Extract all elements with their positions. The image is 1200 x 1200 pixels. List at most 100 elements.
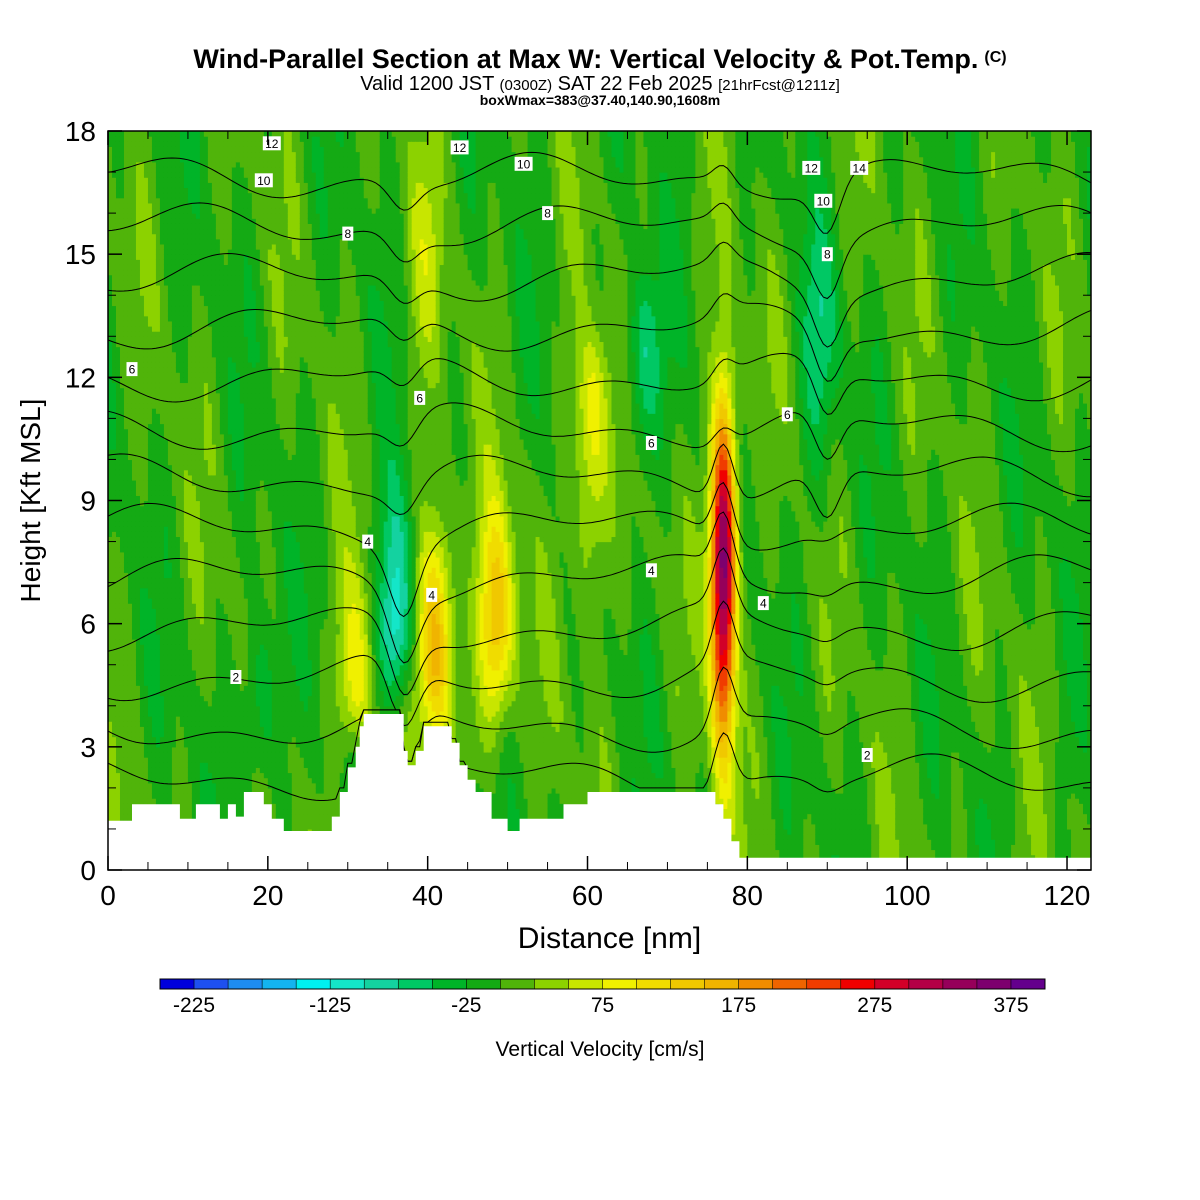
- field-cell: [112, 187, 117, 193]
- field-cell: [184, 593, 189, 599]
- field-cell: [164, 613, 169, 619]
- field-cell: [228, 229, 233, 235]
- field-cell: [188, 788, 193, 794]
- field-cell: [132, 341, 137, 347]
- field-cell: [180, 675, 185, 681]
- field-cell: [236, 295, 241, 301]
- field-cell: [180, 152, 185, 158]
- field-cell: [180, 557, 185, 563]
- field-cell: [224, 393, 229, 399]
- field-cell: [156, 146, 161, 152]
- field-cell: [152, 660, 157, 666]
- field-cell: [208, 696, 213, 702]
- field-cell: [196, 454, 201, 460]
- field-cell: [184, 172, 189, 178]
- field-cell: [128, 187, 133, 193]
- field-cell: [244, 424, 249, 430]
- field-cell: [112, 572, 117, 578]
- field-cell: [128, 757, 133, 763]
- field-cell: [172, 424, 177, 430]
- field-cell: [192, 598, 197, 604]
- field-cell: [128, 305, 133, 311]
- field-cell: [196, 362, 201, 368]
- field-cell: [116, 593, 121, 599]
- field-cell: [228, 398, 233, 404]
- field-cell: [160, 388, 165, 394]
- field-cell: [188, 316, 193, 322]
- field-cell: [156, 531, 161, 537]
- field-cell: [208, 706, 213, 712]
- field-cell: [116, 629, 121, 635]
- field-cell: [196, 377, 201, 383]
- field-cell: [160, 665, 165, 671]
- field-cell: [208, 434, 213, 440]
- field-cell: [156, 141, 161, 147]
- field-cell: [220, 521, 225, 527]
- field-cell: [120, 280, 125, 286]
- field-cell: [228, 326, 233, 332]
- field-cell: [168, 187, 173, 193]
- field-cell: [164, 798, 169, 804]
- field-cell: [228, 562, 233, 568]
- field-cell: [116, 470, 121, 476]
- field-cell: [140, 772, 145, 778]
- field-cell: [188, 470, 193, 476]
- field-cell: [200, 259, 205, 265]
- field-cell: [128, 762, 133, 768]
- field-cell: [244, 480, 249, 486]
- field-cell: [188, 654, 193, 660]
- field-cell: [220, 434, 225, 440]
- field-cell: [244, 501, 249, 507]
- field-cell: [228, 788, 233, 794]
- field-cell: [176, 726, 181, 732]
- field-cell: [128, 254, 133, 260]
- field-cell: [220, 459, 225, 465]
- field-cell: [228, 654, 233, 660]
- field-cell: [140, 223, 145, 229]
- field-cell: [208, 572, 213, 578]
- field-cell: [232, 398, 237, 404]
- field-cell: [196, 716, 201, 722]
- field-cell: [168, 223, 173, 229]
- field-cell: [216, 737, 221, 743]
- field-cell: [188, 701, 193, 707]
- field-cell: [112, 603, 117, 609]
- field-cell: [164, 234, 169, 240]
- field-cell: [168, 665, 173, 671]
- field-cell: [132, 444, 137, 450]
- field-cell: [184, 229, 189, 235]
- field-cell: [228, 459, 233, 465]
- field-cell: [124, 418, 129, 424]
- field-cell: [188, 598, 193, 604]
- field-cell: [216, 624, 221, 630]
- field-cell: [232, 603, 237, 609]
- field-cell: [200, 152, 205, 158]
- field-cell: [136, 552, 141, 558]
- field-cell: [124, 660, 129, 666]
- field-cell: [200, 459, 205, 465]
- field-cell: [184, 290, 189, 296]
- field-cell: [244, 660, 249, 666]
- field-cell: [184, 270, 189, 276]
- field-cell: [160, 506, 165, 512]
- field-cell: [184, 352, 189, 358]
- field-cell: [180, 608, 185, 614]
- field-cell: [164, 639, 169, 645]
- field-cell: [192, 244, 197, 250]
- field-cell: [136, 131, 141, 137]
- field-cell: [212, 680, 217, 686]
- field-cell: [192, 634, 197, 640]
- field-cell: [232, 742, 237, 748]
- field-cell: [188, 388, 193, 394]
- field-cell: [180, 382, 185, 388]
- field-cell: [176, 167, 181, 173]
- field-cell: [196, 223, 201, 229]
- field-cell: [168, 547, 173, 553]
- field-cell: [132, 542, 137, 548]
- field-cell: [176, 536, 181, 542]
- field-cell: [180, 347, 185, 353]
- field-cell: [184, 613, 189, 619]
- field-cell: [140, 701, 145, 707]
- field-cell: [200, 264, 205, 270]
- field-cell: [116, 624, 121, 630]
